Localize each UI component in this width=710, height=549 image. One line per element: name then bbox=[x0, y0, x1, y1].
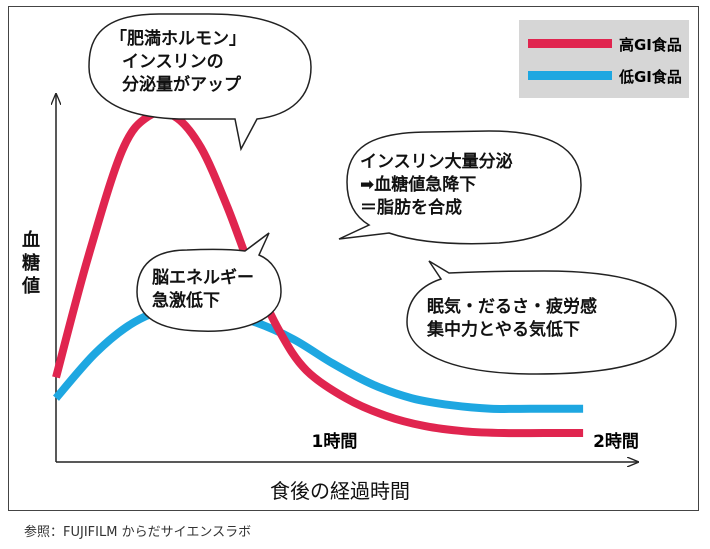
bubble-hormone-line-3: 分泌量がアップ bbox=[122, 75, 241, 95]
legend-background bbox=[519, 20, 689, 98]
bubble-insulin-line-1: インスリン大量分泌 bbox=[360, 152, 513, 172]
bubble-hormone-text: 「肥満ホルモン」 インスリンの 分泌量がアップ bbox=[110, 28, 246, 97]
bubble-brain-line-2: 急激低下 bbox=[152, 291, 220, 311]
bubble-brain-text: 脳エネルギー 急激低下 bbox=[152, 267, 254, 313]
bubble-tired-line-2: 集中力とやる気低下 bbox=[427, 320, 580, 340]
legend-label-low-gi: 低GI食品 bbox=[618, 68, 682, 86]
bubble-brain-line-1: 脳エネルギー bbox=[152, 268, 254, 288]
y-axis-label: 血糖値 bbox=[22, 230, 40, 297]
chart-frame: 1時間 2時間 高GI食品 低GI食品 「肥満ホルモン」 インスリンの 分泌量が… bbox=[8, 6, 699, 511]
source-citation: 参照：FUJIFILM からだサイエンスラボ bbox=[24, 525, 252, 540]
bubble-hormone-line-1: 「肥満ホルモン」 bbox=[110, 29, 246, 49]
bubble-tired-text: 眠気・だるさ・疲労感 集中力とやる気低下 bbox=[427, 296, 597, 342]
bubble-insulin bbox=[338, 130, 582, 245]
bubble-brain bbox=[136, 232, 282, 332]
bubble-hormone bbox=[88, 13, 312, 152]
x-tick-label-1h: 1時間 bbox=[312, 431, 358, 452]
legend-swatch-high-gi bbox=[528, 39, 612, 48]
bubble-tired-line-1: 眠気・だるさ・疲労感 bbox=[427, 297, 597, 317]
series-line-low-gi bbox=[52, 303, 584, 413]
x-tick-label-2h: 2時間 bbox=[593, 431, 639, 452]
bubble-insulin-line-3: ＝脂肪を合成 bbox=[360, 198, 462, 218]
bubble-insulin-text: インスリン大量分泌 ➡血糖値急降下 ＝脂肪を合成 bbox=[360, 151, 513, 220]
x-axis-label: 食後の経過時間 bbox=[270, 479, 410, 503]
bubble-tired bbox=[406, 260, 677, 375]
chart-canvas: 1時間 2時間 高GI食品 低GI食品 bbox=[9, 13, 689, 512]
legend: 高GI食品 低GI食品 bbox=[519, 20, 689, 98]
legend-label-high-gi: 高GI食品 bbox=[619, 36, 682, 54]
bubble-insulin-line-2: ➡血糖値急降下 bbox=[360, 175, 477, 195]
legend-swatch-low-gi bbox=[528, 71, 612, 80]
bubble-hormone-line-2: インスリンの bbox=[122, 52, 224, 72]
